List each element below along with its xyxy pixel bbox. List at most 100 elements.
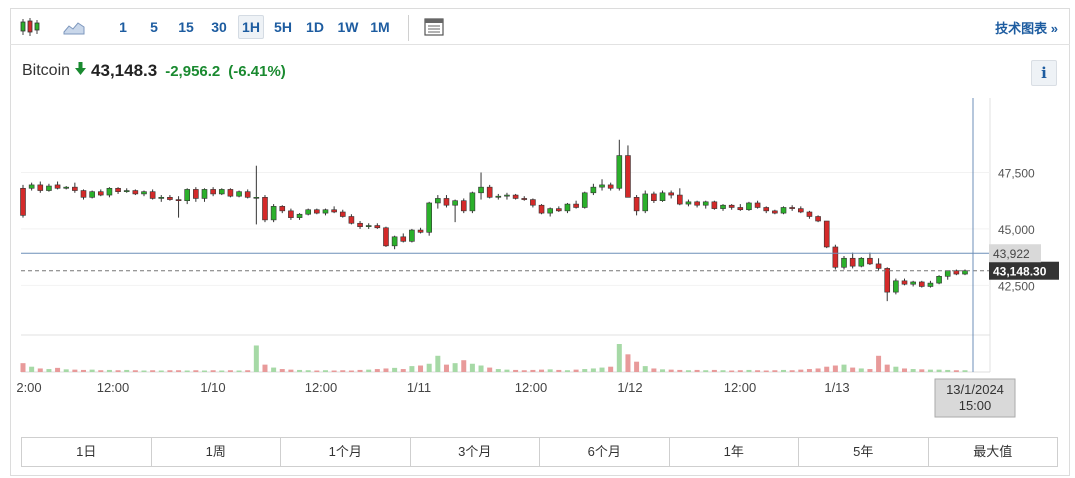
volume-bar	[132, 370, 138, 372]
technical-chart-link[interactable]: 技术图表 »	[995, 21, 1058, 36]
candle-body	[426, 202, 432, 233]
candle-body	[193, 189, 199, 199]
volume-bar	[37, 368, 43, 372]
volume-bar	[72, 369, 78, 372]
volume-bar	[236, 370, 242, 372]
y-tick-label: 45,000	[998, 223, 1035, 237]
price-change: -2,956.2	[165, 62, 221, 80]
y-tick-label: 47,500	[998, 166, 1035, 180]
x-tick-label: 12:00	[515, 380, 548, 395]
candle-body	[694, 201, 700, 206]
interval-15[interactable]: 15	[178, 19, 194, 35]
volume-bar	[297, 369, 303, 372]
info-button[interactable]: i	[1031, 60, 1057, 86]
volume-bar	[141, 370, 147, 372]
volume-bar	[262, 364, 268, 372]
candle-body	[512, 194, 519, 199]
down-arrow-icon	[75, 62, 87, 80]
volume-bar	[383, 368, 389, 372]
candle-body	[711, 201, 718, 209]
volume-bar	[608, 366, 614, 372]
range-5y[interactable]: 5年	[799, 438, 929, 466]
volume-bar	[331, 370, 337, 372]
candle-body	[244, 191, 251, 198]
volume-bar	[193, 370, 199, 372]
crosshair-time-label: 15:00	[959, 398, 992, 413]
volume-bar	[651, 368, 657, 372]
crosshair-time-tag	[934, 378, 1016, 418]
volume-bar	[400, 369, 406, 372]
candle-body	[478, 186, 484, 194]
range-1w[interactable]: 1周	[152, 438, 281, 466]
candle-body	[46, 185, 52, 191]
volume-bar	[642, 366, 648, 372]
candle-body	[901, 280, 908, 285]
interval-1h[interactable]: 1H	[238, 15, 264, 39]
x-tick-label: 12:00	[724, 380, 757, 395]
volume-bar	[271, 367, 277, 372]
volume-bar	[29, 366, 35, 372]
candle-body	[374, 225, 381, 229]
y-tick-label: 42,500	[998, 279, 1035, 293]
volume-bar	[366, 369, 372, 372]
interval-1w[interactable]: 1W	[337, 19, 359, 35]
volume-bar	[435, 355, 441, 372]
volume-bar	[884, 364, 890, 372]
interval-1d[interactable]: 1D	[306, 19, 324, 35]
candle-body	[581, 192, 588, 208]
range-6m[interactable]: 6个月	[540, 438, 670, 466]
candle-body	[936, 276, 942, 284]
area-chart-icon[interactable]	[60, 14, 88, 40]
volume-bar	[677, 369, 683, 372]
candle-body	[547, 208, 553, 214]
volume-bar	[720, 370, 726, 372]
instrument-name: Bitcoin	[22, 62, 71, 79]
candle-body	[167, 197, 173, 200]
volume-bar	[703, 370, 709, 372]
volume-bar	[63, 369, 69, 372]
volume-bar	[953, 370, 959, 372]
crosshair-price-tag	[989, 244, 1041, 263]
candle-body	[720, 204, 726, 209]
volume-bar	[841, 364, 847, 372]
quote-line: Bitcoin 43,148.3 -2,956.2 (-6.41%)	[22, 60, 286, 82]
interval-1m[interactable]: 1M	[370, 19, 390, 35]
volume-bar	[729, 370, 735, 372]
volume-bar	[832, 365, 838, 372]
volume-bar	[582, 369, 588, 372]
range-3m[interactable]: 3个月	[411, 438, 540, 466]
volume-bar	[418, 365, 424, 372]
candle-body	[763, 207, 770, 212]
range-1m[interactable]: 1个月	[281, 438, 411, 466]
candle-body	[80, 190, 87, 198]
candle-body	[910, 281, 916, 285]
volume-bar	[850, 367, 856, 372]
candle-body	[158, 197, 165, 199]
interval-1[interactable]: 1	[119, 19, 127, 35]
candle-body	[953, 270, 960, 275]
volume-bar	[210, 370, 216, 372]
interval-5[interactable]: 5	[150, 19, 158, 35]
candle-body	[728, 204, 735, 208]
candle-body	[616, 155, 623, 189]
candle-body	[210, 189, 216, 195]
chart-settings-icon[interactable]	[420, 14, 448, 40]
volume-bar	[737, 370, 743, 372]
range-max[interactable]: 最大值	[973, 444, 1013, 459]
candle-body	[538, 204, 545, 214]
volume-bar	[314, 370, 320, 372]
range-1d[interactable]: 1日	[22, 438, 152, 466]
candle-body	[141, 191, 147, 195]
interval-5h[interactable]: 5H	[274, 19, 292, 35]
interval-30[interactable]: 30	[211, 19, 227, 35]
candlestick-chart-icon[interactable]	[16, 14, 44, 40]
volume-bar	[521, 370, 527, 372]
range-1y[interactable]: 1年	[670, 438, 799, 466]
candle-body	[20, 187, 26, 216]
candle-body	[253, 197, 260, 199]
volume-bar	[962, 370, 968, 372]
volume-bar	[806, 369, 812, 372]
candle-body	[685, 201, 692, 205]
